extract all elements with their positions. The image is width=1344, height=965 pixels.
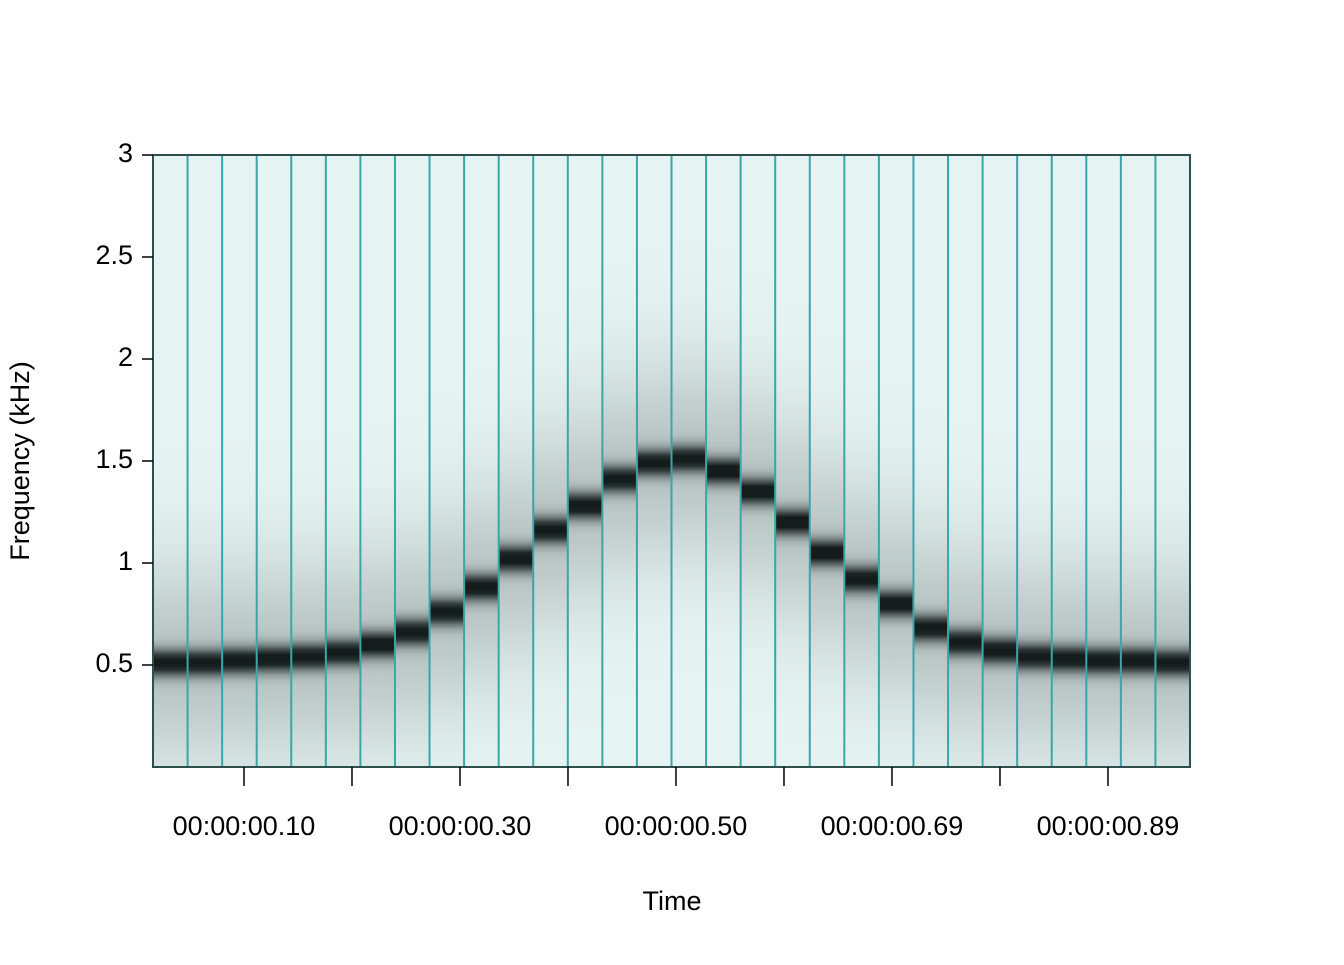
frame-column xyxy=(429,155,465,767)
y-tick-label: 3 xyxy=(118,138,133,168)
y-axis-label: Frequency (kHz) xyxy=(5,361,35,561)
y-tick-label: 2.5 xyxy=(95,240,133,270)
frame-column xyxy=(740,155,776,767)
x-tick-label: 00:00:00.50 xyxy=(605,811,748,841)
frame-column xyxy=(394,155,430,767)
frame-column xyxy=(222,155,257,767)
frame-column xyxy=(567,155,603,767)
x-tick-label: 00:00:00.69 xyxy=(821,811,964,841)
frame-column xyxy=(360,155,395,767)
frame-column xyxy=(256,155,292,767)
x-tick-label: 00:00:00.10 xyxy=(173,811,316,841)
frame-column xyxy=(809,155,845,767)
frame-column xyxy=(636,155,672,767)
y-tick-label: 2 xyxy=(118,342,133,372)
frame-column xyxy=(947,155,983,767)
frame-column xyxy=(187,155,223,767)
x-axis-label: Time xyxy=(643,886,702,916)
y-tick-label: 0.5 xyxy=(95,648,133,678)
y-tick-label: 1 xyxy=(118,546,133,576)
frame-column xyxy=(533,155,568,767)
frame-column xyxy=(1155,155,1190,767)
frame-column xyxy=(913,155,948,767)
frame-column xyxy=(1051,155,1087,767)
frame-column xyxy=(498,155,534,767)
frame-column xyxy=(671,155,706,767)
frame-column xyxy=(1086,155,1121,767)
frame-column xyxy=(878,155,914,767)
frame-column xyxy=(982,155,1017,767)
frame-column xyxy=(705,155,741,767)
frame-column xyxy=(325,155,361,767)
frame-column xyxy=(602,155,637,767)
frame-column xyxy=(1016,155,1052,767)
x-tick-label: 00:00:00.89 xyxy=(1037,811,1180,841)
frame-column xyxy=(464,155,499,767)
frame-column xyxy=(152,155,188,767)
x-tick-label: 00:00:00.30 xyxy=(389,811,532,841)
frame-column xyxy=(844,155,879,767)
frame-column xyxy=(775,155,810,767)
frame-column xyxy=(1120,155,1156,767)
y-tick-label: 1.5 xyxy=(95,444,133,474)
frame-column xyxy=(291,155,326,767)
